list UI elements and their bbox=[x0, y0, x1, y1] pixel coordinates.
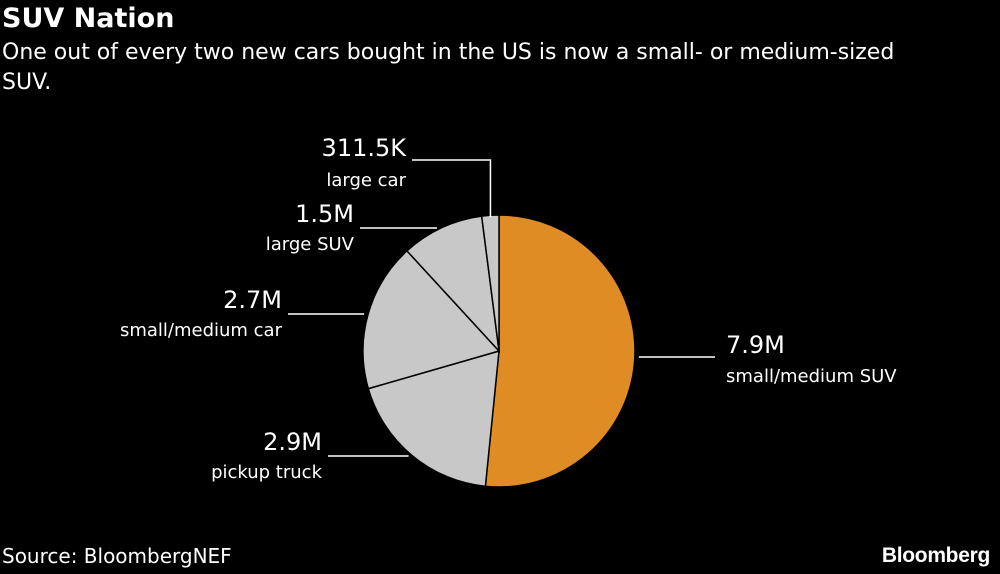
pie-slice-large-suv bbox=[405, 215, 501, 354]
pie-slice-pickup-truck bbox=[367, 349, 500, 488]
leader-line bbox=[412, 159, 492, 218]
pie-slice-small-medium-car bbox=[362, 249, 501, 390]
slice-category-label: large SUV bbox=[266, 234, 355, 255]
chart-title: SUV Nation bbox=[2, 3, 175, 34]
slice-value-label: 7.9M bbox=[726, 331, 785, 359]
bloomberg-logo: Bloomberg bbox=[881, 544, 990, 567]
slice-value-label: 1.5M bbox=[295, 200, 354, 228]
pie-slice-small-medium-suv bbox=[484, 214, 636, 488]
leader-lines bbox=[288, 159, 715, 457]
slice-value-label: 2.9M bbox=[263, 428, 322, 456]
slice-value-label: 2.7M bbox=[223, 286, 282, 314]
source-note: Source: BloombergNEF bbox=[2, 544, 232, 568]
slice-labels: 7.9M small/medium SUV 2.9M pickup truck 2.7M… bbox=[120, 134, 897, 483]
pie-slices bbox=[362, 214, 636, 488]
slice-category-label: large car bbox=[326, 170, 406, 191]
slice-category-label: small/medium car bbox=[120, 320, 283, 341]
slice-category-label: pickup truck bbox=[211, 462, 323, 483]
chart-subtitle: One out of every two new cars bought in … bbox=[2, 40, 895, 95]
slice-value-label: 311.5K bbox=[322, 134, 408, 162]
slice-category-label: small/medium SUV bbox=[726, 366, 897, 387]
